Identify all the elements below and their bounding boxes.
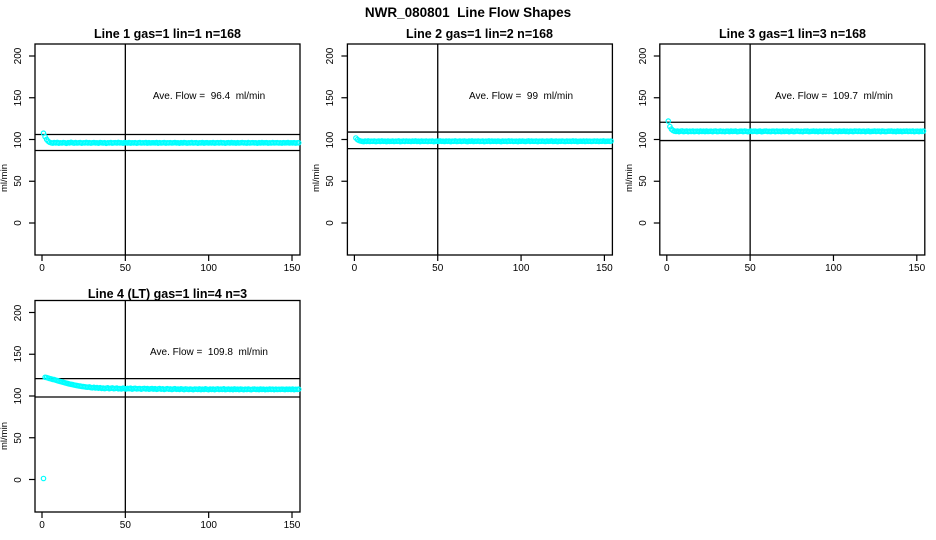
y-tick-label: 200 (13, 304, 24, 321)
subplot-4-data-points (40, 374, 302, 482)
x-tick-label: 50 (432, 263, 444, 274)
y-tick-label: 0 (637, 220, 649, 226)
y-tick-label: 50 (13, 432, 24, 444)
subplot-2-title: Line 2 gas=1 lin=2 n=168 (406, 27, 553, 41)
plot-box (34, 43, 301, 256)
subplot-4-plot-area (29, 299, 302, 518)
y-tick-label: 200 (637, 47, 649, 65)
y-tick-label: 100 (13, 387, 24, 405)
subplot-2-data-points (353, 135, 614, 145)
subplot-3-axes (653, 55, 918, 261)
y-tick-label: 50 (13, 175, 24, 187)
x-tick-label: 50 (119, 263, 131, 274)
y-tick-label: 100 (325, 131, 337, 148)
subplot-2-axes (341, 55, 606, 261)
subplot-2-y-axis-label: ml/min (311, 164, 322, 192)
subplot-1-data-points (40, 130, 302, 147)
subplot-1-plot-area (29, 43, 302, 261)
y-tick-label: 150 (325, 89, 337, 107)
y-tick-label: 100 (637, 131, 649, 148)
subplot-3-title: Line 3 gas=1 lin=3 n=168 (719, 27, 866, 41)
subplot-2-plot-area (341, 43, 614, 261)
subplot-1-y-axis-label: ml/min (0, 164, 10, 192)
x-tick-label: 0 (39, 263, 45, 274)
subplot-3-ave-flow-annotation: Ave. Flow = 109.7 ml/min (775, 91, 893, 102)
x-tick-label: 150 (283, 263, 301, 274)
x-tick-label: 0 (39, 520, 45, 531)
subplot-4-axes (29, 311, 293, 518)
x-tick-label: 0 (664, 263, 670, 274)
x-tick-label: 50 (744, 263, 756, 274)
y-tick-label: 150 (637, 89, 649, 107)
plot-box (346, 43, 614, 256)
y-tick-label: 0 (325, 220, 337, 226)
subplot-4-y-axis-label: ml/min (0, 422, 10, 450)
subplot-2-ave-flow-annotation: Ave. Flow = 99 ml/min (468, 91, 574, 102)
x-tick-label: 100 (200, 520, 217, 531)
x-tick-label: 150 (908, 263, 926, 274)
subplot-4-title: Line 4 (LT) gas=1 lin=4 n=3 (87, 287, 248, 301)
x-tick-label: 100 (512, 263, 530, 274)
plot-box (659, 43, 926, 256)
y-tick-label: 200 (13, 47, 24, 65)
x-tick-label: 50 (119, 520, 131, 531)
x-tick-label: 150 (283, 520, 301, 531)
subplot-3-y-axis-label: ml/min (624, 164, 635, 192)
subplot-1-title: Line 1 gas=1 lin=1 n=168 (94, 27, 241, 41)
y-tick-label: 100 (13, 131, 24, 148)
y-tick-label: 50 (325, 175, 337, 187)
y-tick-label: 0 (13, 220, 24, 226)
x-tick-label: 100 (825, 263, 842, 274)
y-tick-label: 150 (13, 345, 24, 363)
y-tick-label: 200 (325, 47, 337, 65)
y-tick-label: 0 (13, 476, 24, 483)
subplot-3-data-points (665, 118, 927, 135)
x-tick-label: 100 (200, 263, 217, 274)
subplot-4-ave-flow-annotation: Ave. Flow = 109.8 ml/min (150, 347, 268, 358)
y-tick-label: 150 (13, 89, 24, 107)
subplot-1-ave-flow-annotation: Ave. Flow = 96.4 ml/min (152, 91, 266, 102)
subplot-3-plot-area (653, 43, 927, 261)
subplot-1-axes (29, 55, 293, 261)
plot-box (34, 299, 301, 513)
figure-title: NWR_080801 Line Flow Shapes (364, 5, 572, 20)
x-tick-label: 150 (596, 263, 613, 274)
y-tick-label: 50 (637, 175, 649, 187)
x-tick-label: 0 (351, 263, 358, 274)
